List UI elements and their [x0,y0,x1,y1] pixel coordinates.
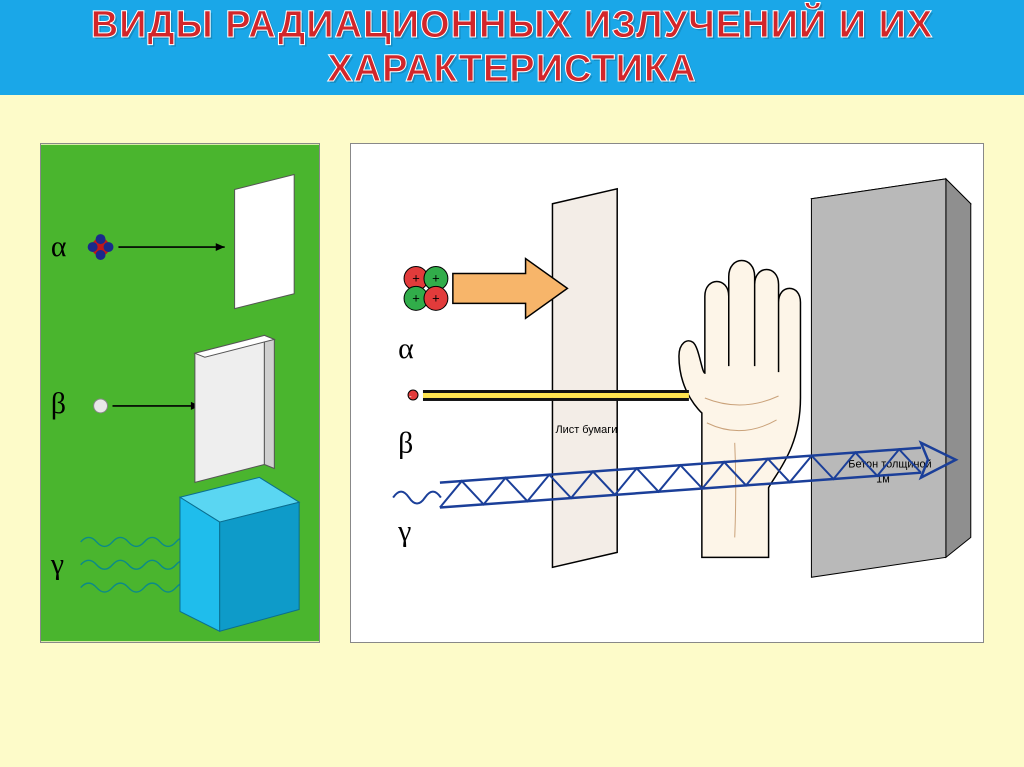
left-diagram-svg: α β [41,144,319,642]
paper-sheet [552,189,617,567]
svg-text:+: + [412,290,420,305]
paper-label: Лист бумаги [555,424,617,436]
beta-particle-icon [94,399,108,413]
beta-symbol-left: β [51,387,66,420]
svg-text:+: + [432,270,440,285]
left-diagram: α β [40,143,320,643]
svg-text:+: + [412,270,420,285]
right-diagram-svg: Бетон толщиной 1м Лист бумаги [351,144,983,642]
gamma-symbol-right: γ [397,514,411,547]
beta-symbol-right: β [398,427,413,460]
beta-ray-line [423,390,689,401]
alpha-symbol-right: α [398,332,414,365]
beta-barrier-sheet [195,335,274,482]
gamma-barrier-block [180,477,299,631]
svg-text:-: - [409,392,412,401]
slide-title: ВИДЫ РАДИАЦИОННЫХ ИЗЛУЧЕНИЙ И ИХ ХАРАКТЕ… [0,4,1024,91]
alpha-symbol-left: α [51,230,67,263]
alpha-barrier-sheet [235,175,295,309]
slide-page: ВИДЫ РАДИАЦИОННЫХ ИЗЛУЧЕНИЙ И ИХ ХАРАКТЕ… [0,0,1024,767]
content-area: α β [0,95,1024,767]
concrete-block [811,179,970,577]
right-diagram: Бетон толщиной 1м Лист бумаги [350,143,984,643]
svg-text:+: + [432,290,440,305]
gamma-symbol-left: γ [50,548,64,581]
title-bar: ВИДЫ РАДИАЦИОННЫХ ИЗЛУЧЕНИЙ И ИХ ХАРАКТЕ… [0,0,1024,95]
